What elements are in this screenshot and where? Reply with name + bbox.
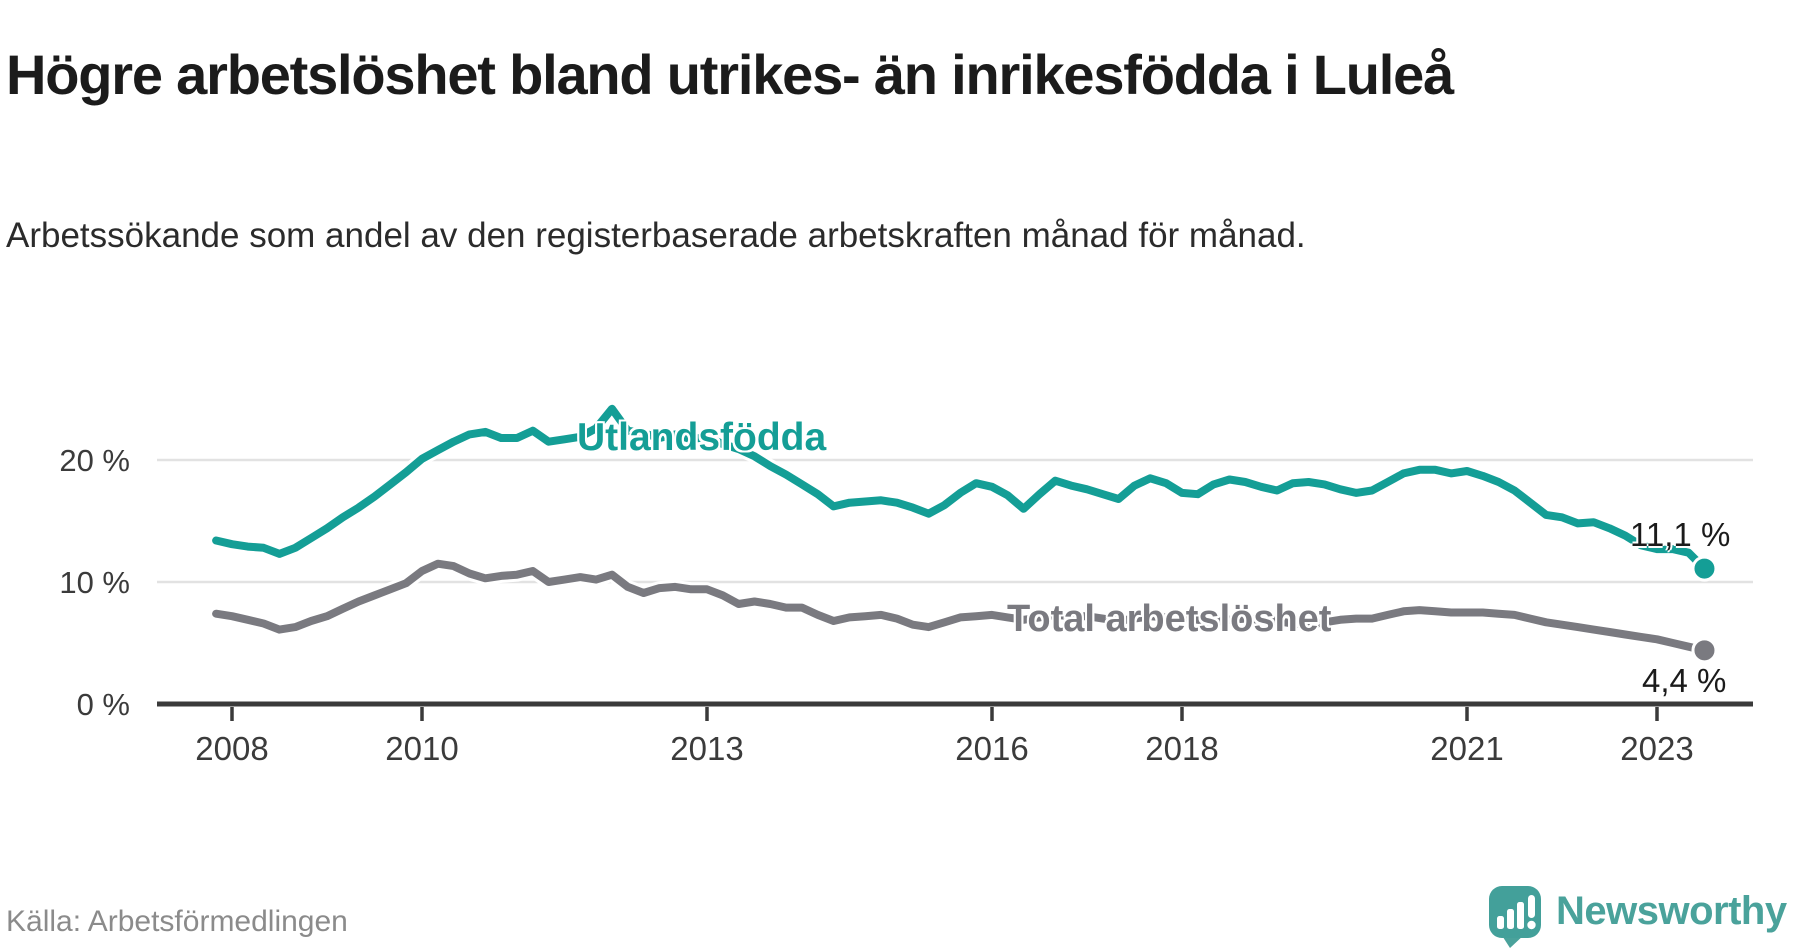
x-axis-label: 2021 (1430, 730, 1503, 767)
logo-bar-icon (1497, 916, 1504, 929)
newsworthy-logo-icon (1489, 886, 1541, 948)
x-axis-label: 2023 (1620, 730, 1693, 767)
x-axis-label: 2008 (195, 730, 268, 767)
series-label-utlandsfodda: Utlandsfödda (577, 416, 827, 459)
x-axis-label: 2010 (385, 730, 458, 767)
logo-bar-icon (1507, 909, 1514, 929)
series-line-1 (212, 559, 1709, 655)
series-label-total-arbetsloshet: Total arbetslöshet (1007, 598, 1332, 640)
x-axis-label: 2016 (955, 730, 1028, 767)
brand-name: Newsworthy (1556, 889, 1787, 933)
end-value-utlandsfodda: 11,1 % (1630, 516, 1731, 553)
logo-bar-icon (1517, 902, 1524, 929)
x-axis-label: 2013 (670, 730, 743, 767)
end-value-total-arbetsloshet: 4,4 % (1642, 662, 1727, 699)
logo-exclamation-icon (1528, 895, 1535, 918)
y-axis-label: 10 % (59, 565, 130, 600)
series-halo (209, 556, 1712, 658)
chart-subtitle: Arbetssökande som andel av den registerb… (6, 216, 1306, 255)
series-end-dot-1 (1691, 637, 1718, 664)
x-axis-label: 2018 (1145, 730, 1218, 767)
y-axis-label: 0 % (77, 687, 130, 722)
page-title: Högre arbetslöshet bland utrikes- än inr… (6, 42, 1454, 106)
y-axis-label: 20 % (59, 443, 130, 478)
series-end-dot-0 (1691, 555, 1718, 582)
source-note: Källa: Arbetsförmedlingen (6, 905, 348, 938)
series-line-0 (212, 404, 1709, 573)
